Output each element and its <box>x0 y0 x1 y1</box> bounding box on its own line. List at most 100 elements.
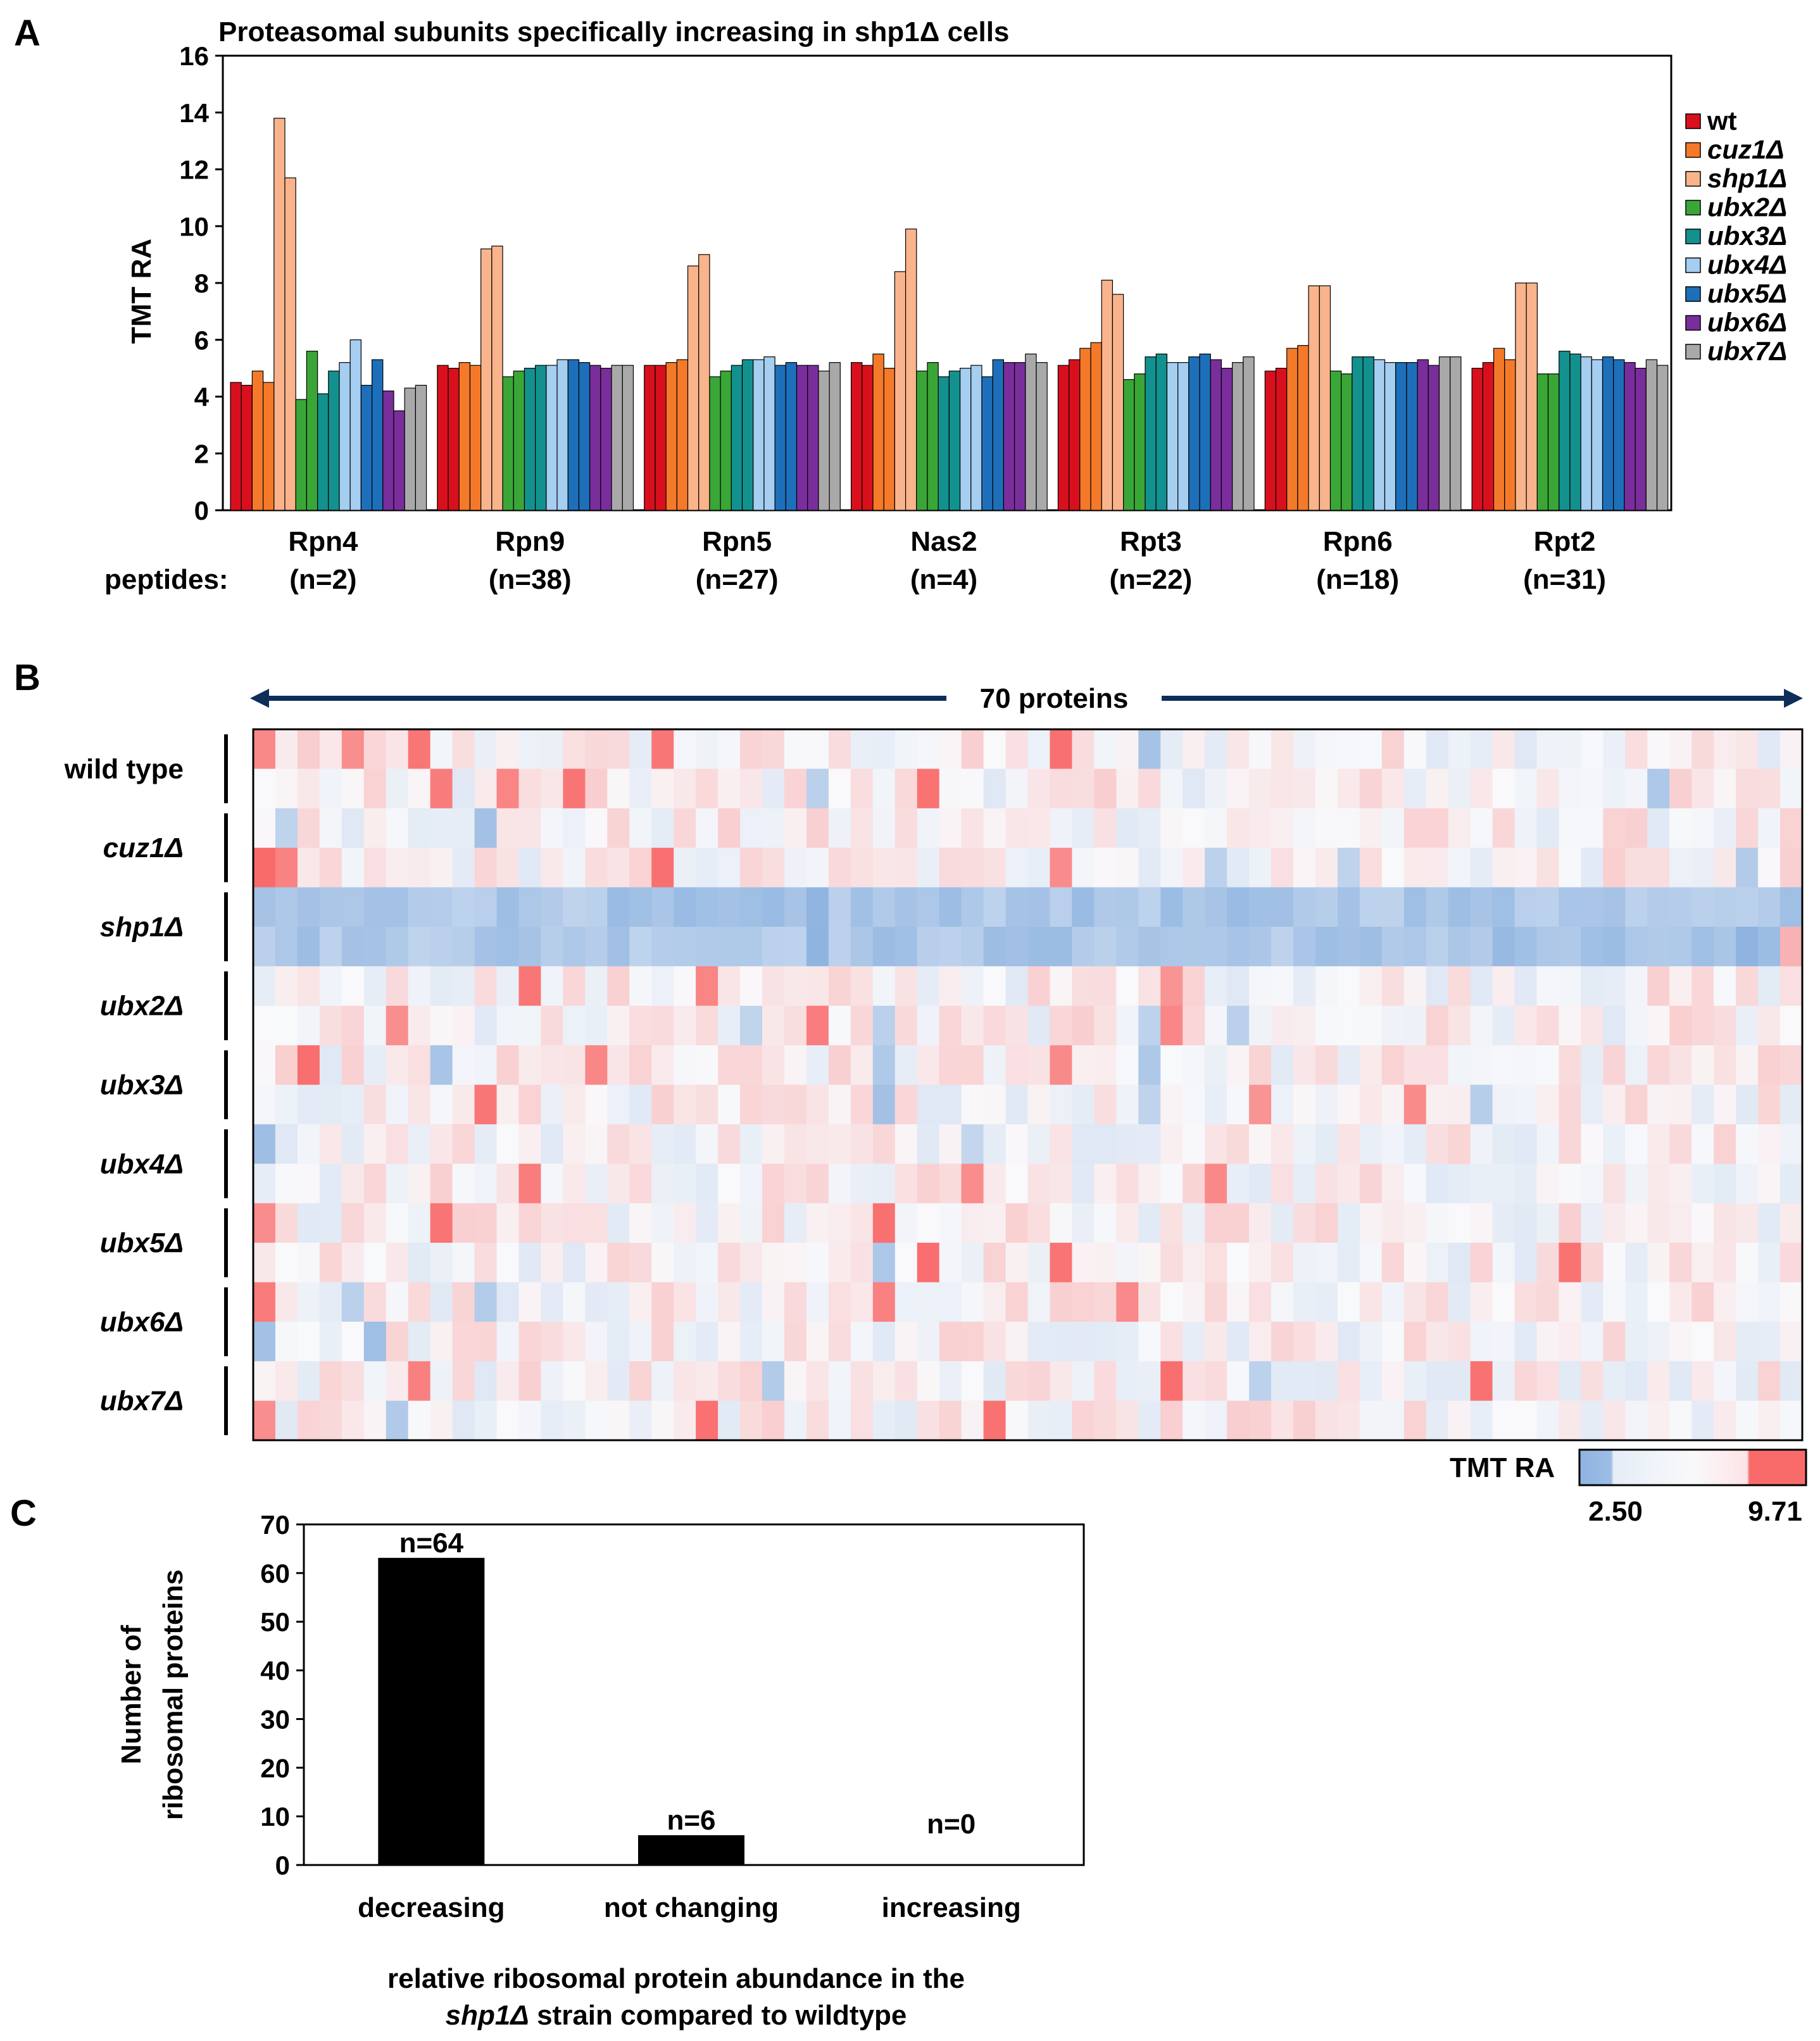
heatmap-cell <box>1315 769 1338 809</box>
heatmap-cell <box>474 808 498 848</box>
heatmap-cell <box>806 926 829 967</box>
heatmap-cell <box>275 1164 298 1204</box>
heatmap-cell <box>1669 1203 1692 1243</box>
heatmap-cell <box>1536 887 1560 927</box>
heatmap-cell <box>674 1321 696 1362</box>
heatmap-cell <box>1005 966 1029 1007</box>
heatmap-cell <box>1470 1005 1493 1046</box>
heatmap-cell <box>1027 1084 1051 1125</box>
bar-rpn6-series8-rep2 <box>1428 365 1440 511</box>
heatmap-cell <box>1736 1203 1759 1243</box>
heatmap-cell <box>430 1243 453 1283</box>
heatmap-cell <box>1027 808 1051 848</box>
heatmap-cell <box>1293 926 1316 967</box>
panel-a-y-tick-label: 0 <box>194 496 209 525</box>
heatmap-cell <box>1160 926 1183 967</box>
heatmap-cell <box>585 1282 608 1322</box>
bar-rpn5-series6-rep1 <box>753 359 765 511</box>
heatmap-cell <box>1514 1400 1538 1441</box>
heatmap-cell <box>1559 1243 1582 1283</box>
heatmap-cell <box>452 1361 475 1402</box>
panel-c-y-tick-label: 0 <box>275 1850 290 1880</box>
heatmap-cell <box>1094 1084 1117 1125</box>
heatmap-cell <box>474 926 498 967</box>
heatmap-cell <box>762 729 785 769</box>
heatmap-cell <box>585 1361 608 1402</box>
heatmap-cell <box>1625 769 1648 809</box>
heatmap-cell <box>894 1243 918 1283</box>
heatmap-cell <box>1625 1243 1648 1283</box>
heatmap-cell <box>1337 808 1360 848</box>
bar-rpn5-series9-rep1 <box>818 370 830 511</box>
bar-nas2-series6-rep1 <box>959 368 972 511</box>
heatmap-cell <box>762 1282 785 1322</box>
heatmap-cell <box>961 1400 984 1441</box>
heatmap-cell <box>696 1124 719 1164</box>
heatmap-cell <box>629 729 652 769</box>
heatmap-cell <box>607 808 630 848</box>
heatmap-cell <box>253 808 276 848</box>
heatmap-cell <box>1581 1361 1603 1402</box>
heatmap-cell <box>1669 1124 1692 1164</box>
heatmap-cell <box>1027 1321 1051 1362</box>
bar-rpt2-series6-rep2 <box>1591 359 1603 511</box>
bar-nas2-series7-rep2 <box>992 359 1004 511</box>
heatmap-cell <box>275 1203 298 1243</box>
heatmap-cell <box>386 1400 409 1441</box>
heatmap-cell <box>1691 1124 1714 1164</box>
x-tick-count-rpn4: (n=2) <box>289 564 356 595</box>
heatmap-cell <box>1072 808 1095 848</box>
heatmap-cell <box>1758 1243 1781 1283</box>
bar-rpn5-series5-rep2 <box>741 359 754 511</box>
heatmap-cell <box>674 1005 696 1046</box>
heatmap-cell <box>1271 1361 1294 1402</box>
panel-a-y-tick-label: 16 <box>179 41 209 71</box>
bar-rpt2-series1-rep2 <box>1482 362 1495 511</box>
heatmap-cell <box>585 1084 608 1125</box>
heatmap-cell <box>1005 1282 1029 1322</box>
heatmap-cell <box>386 1203 409 1243</box>
heatmap-cell <box>1426 1045 1449 1086</box>
heatmap-cell <box>850 887 874 927</box>
heatmap-cell <box>408 1124 431 1164</box>
heatmap-cell <box>1205 1400 1227 1441</box>
heatmap-cell <box>1249 1084 1272 1125</box>
heatmap-cell <box>1581 1400 1603 1441</box>
heatmap-cell <box>1470 1045 1493 1086</box>
legend-label-2: cuz1Δ <box>1707 135 1785 165</box>
heatmap-cell <box>1381 1005 1405 1046</box>
heatmap-cell <box>1780 966 1803 1007</box>
heatmap-cell <box>474 1400 498 1441</box>
heatmap-cell <box>1072 1282 1095 1322</box>
panel-c-y-tick-label: 10 <box>260 1802 290 1831</box>
heatmap-cell <box>806 1045 829 1086</box>
heatmap-cell <box>1271 1005 1294 1046</box>
heatmap-cell <box>1603 1124 1626 1164</box>
heatmap-cell <box>1050 769 1073 809</box>
bar-rpn6-series4-rep1 <box>1329 370 1342 511</box>
heatmap-cell <box>452 926 475 967</box>
bar-rpt2-series7-rep1 <box>1602 356 1614 511</box>
x-tick-count-rpt2: (n=31) <box>1523 564 1606 595</box>
heatmap-cell <box>341 966 365 1007</box>
heatmap-cell <box>718 1321 741 1362</box>
heatmap-cell <box>1536 966 1560 1007</box>
bar-rpt2-series2-rep2 <box>1504 359 1516 511</box>
heatmap-cell <box>408 966 431 1007</box>
heatmap-cell <box>806 887 829 927</box>
heatmap-cell <box>1249 1400 1272 1441</box>
heatmap-cell <box>1514 769 1538 809</box>
heatmap-cell <box>740 1084 763 1125</box>
heatmap-cell <box>1426 1361 1449 1402</box>
heatmap-cell <box>1448 1005 1471 1046</box>
heatmap-cell <box>518 926 542 967</box>
heatmap-cell <box>1559 966 1582 1007</box>
heatmap-cell <box>1050 926 1073 967</box>
heatmap-cell <box>341 729 365 769</box>
heatmap-cell <box>1448 1282 1471 1322</box>
heatmap-cell <box>319 1084 342 1125</box>
heatmap-cell <box>939 1282 962 1322</box>
heatmap-cell <box>563 1203 586 1243</box>
heatmap-cell <box>806 1084 829 1125</box>
heatmap-cell <box>319 1005 342 1046</box>
